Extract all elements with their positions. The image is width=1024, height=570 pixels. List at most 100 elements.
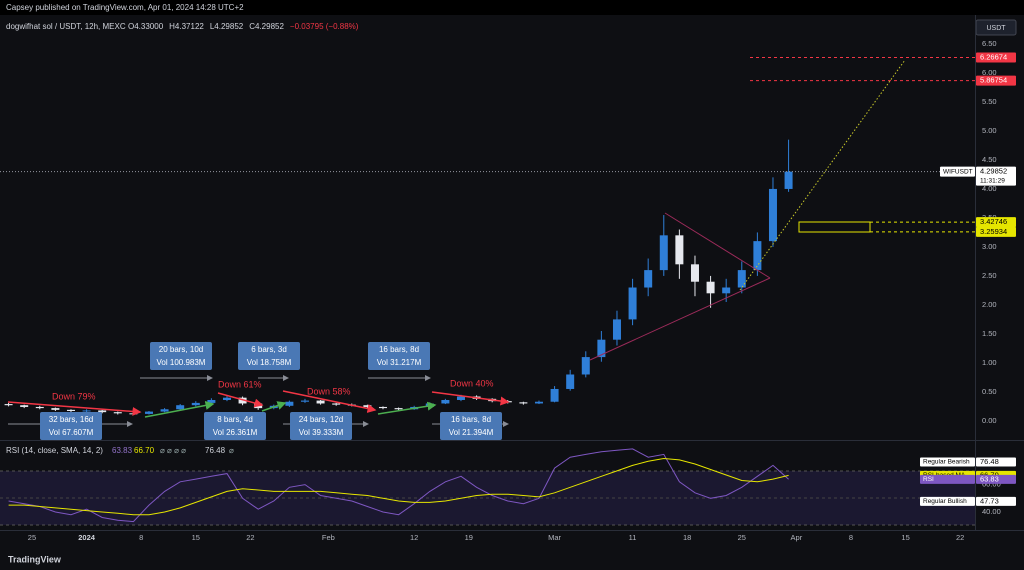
price-tag-label: 6.26674: [980, 52, 1007, 61]
candle-body: [675, 235, 684, 265]
candle-body: [113, 412, 122, 414]
rsi-value-label: 76.48: [980, 457, 999, 466]
candle-body: [300, 400, 309, 402]
measure-volume: Vol 21.394M: [449, 428, 494, 437]
candle-body: [550, 388, 559, 402]
measure-box-bg: [440, 412, 502, 440]
rsi-name-tag: [920, 496, 975, 506]
drop-arrow: [7, 401, 142, 416]
measure-volume: Vol 67.607M: [49, 428, 94, 437]
x-tick-label: 25: [738, 533, 746, 542]
rise-arrow: [144, 400, 215, 418]
ohlc: O4.33000 H4.37122 L4.29852 C4.29852 −0.03795…: [128, 22, 359, 31]
candle-body: [722, 287, 731, 294]
price-tag-label: 3.42746: [980, 217, 1007, 226]
candle-body: [191, 402, 200, 406]
x-tick-label: 18: [683, 533, 691, 542]
rsi-bearish-value: 76.48: [205, 446, 226, 455]
rsi-ma-value: 66.70: [134, 446, 155, 455]
annotation-boxes: 20 bars, 10d Vol 100.983M 6 bars, 3d Vol 18…: [40, 342, 502, 440]
price-tag: [976, 52, 1016, 63]
rsi-name-label: RSI: [923, 476, 934, 483]
currency[interactable]: USDT: [986, 25, 1006, 32]
candle-body: [332, 403, 341, 405]
candle-body: [737, 270, 746, 288]
price-tag: [976, 75, 1016, 86]
x-tick-label: 11: [629, 533, 637, 542]
x-tick-label: 8: [849, 533, 853, 542]
rsi-value-label: 47.73: [980, 496, 999, 505]
y-tick-label: 1.00: [982, 358, 997, 367]
rsi-name-label: Regular Bullish: [923, 498, 967, 505]
ohlc-value: −0.03795 (−0.88%): [290, 22, 359, 31]
measure-box-bg: [150, 342, 212, 370]
x-tick-label: 8: [139, 533, 143, 542]
candle-body: [628, 287, 637, 320]
measure-bars: 6 bars, 3d: [251, 345, 287, 354]
measure-bars: 24 bars, 12d: [299, 415, 343, 424]
x-tick-label: 19: [465, 533, 473, 542]
rsi-name-label: Regular Bearish: [923, 459, 970, 466]
candle-body: [612, 319, 621, 340]
rsi-name-tag: [920, 474, 975, 484]
rsi-extra: ⌀: [229, 446, 234, 455]
measure-box-bg: [368, 342, 430, 370]
drop-arrow: [282, 390, 377, 413]
measure-bars: 16 bars, 8d: [379, 345, 419, 354]
drop-label: Down 61%: [218, 379, 262, 389]
candle-body: [456, 396, 465, 400]
candle-body: [753, 241, 762, 271]
rise-arrow: [261, 401, 287, 412]
y-tick-label: 4.50: [982, 155, 997, 164]
candle-body: [238, 397, 247, 404]
y-tick-label: 0.50: [982, 387, 997, 396]
zone-box: [798, 221, 871, 233]
top-bar: [0, 0, 1024, 15]
candle-body: [659, 235, 668, 271]
price-tag: [976, 217, 1016, 228]
candle-body: [597, 339, 606, 358]
rsi-line: [8, 448, 789, 523]
candle-body: [644, 270, 653, 288]
candle-body: [20, 405, 29, 407]
symbol-tag: [940, 166, 975, 177]
measure-bars: 32 bars, 16d: [49, 415, 93, 424]
last-price-label: 4.29852: [980, 167, 1007, 176]
measure-volume: Vol 31.217M: [377, 358, 422, 367]
symbol-title: dogwifhat sol / USDT, 12h, MEXC: [6, 22, 126, 31]
y-tick-label: 5.50: [982, 97, 997, 106]
rsi-tick-label: 60.00: [982, 480, 1001, 489]
candle-body: [176, 405, 185, 410]
candle-body: [441, 399, 450, 404]
last-price-tag: [976, 166, 1016, 186]
drop-label: Down 79%: [52, 391, 96, 401]
ohlc-value: L4.29852: [210, 22, 244, 31]
price-tag: [976, 226, 1016, 237]
candle-body: [207, 399, 216, 403]
measure-box-bg: [290, 412, 352, 440]
y-tick-label: 3.00: [982, 242, 997, 251]
y-tick-label: 2.50: [982, 271, 997, 280]
measure-bars: 16 bars, 8d: [451, 415, 491, 424]
measure-box: 32 bars, 16d Vol 67.607M: [40, 412, 102, 440]
measure-box-bg: [238, 342, 300, 370]
candle-body: [784, 171, 793, 189]
candle-body: [129, 413, 138, 415]
rsi-value-tag: [976, 474, 1016, 484]
measure-box: 24 bars, 12d Vol 39.333M: [290, 412, 352, 440]
symbol-tag-label: WIFUSDT: [943, 168, 973, 175]
candle-body: [566, 374, 575, 389]
measure-box: 16 bars, 8d Vol 21.394M: [440, 412, 502, 440]
rsi-name-tag: [920, 457, 975, 467]
measure-volume: Vol 39.333M: [299, 428, 344, 437]
triangle-line: [664, 212, 771, 279]
y-tick-label: 4.00: [982, 184, 997, 193]
measure-box-bg: [204, 412, 266, 440]
rsi-title: RSI (14, close, SMA, 14, 2): [6, 446, 103, 455]
y-tick-label: 6.00: [982, 68, 997, 77]
rsi-extra: ⌀ ⌀ ⌀ ⌀: [160, 446, 186, 455]
measure-box: 20 bars, 10d Vol 100.983M: [150, 342, 212, 370]
x-tick-label: 22: [246, 533, 254, 542]
